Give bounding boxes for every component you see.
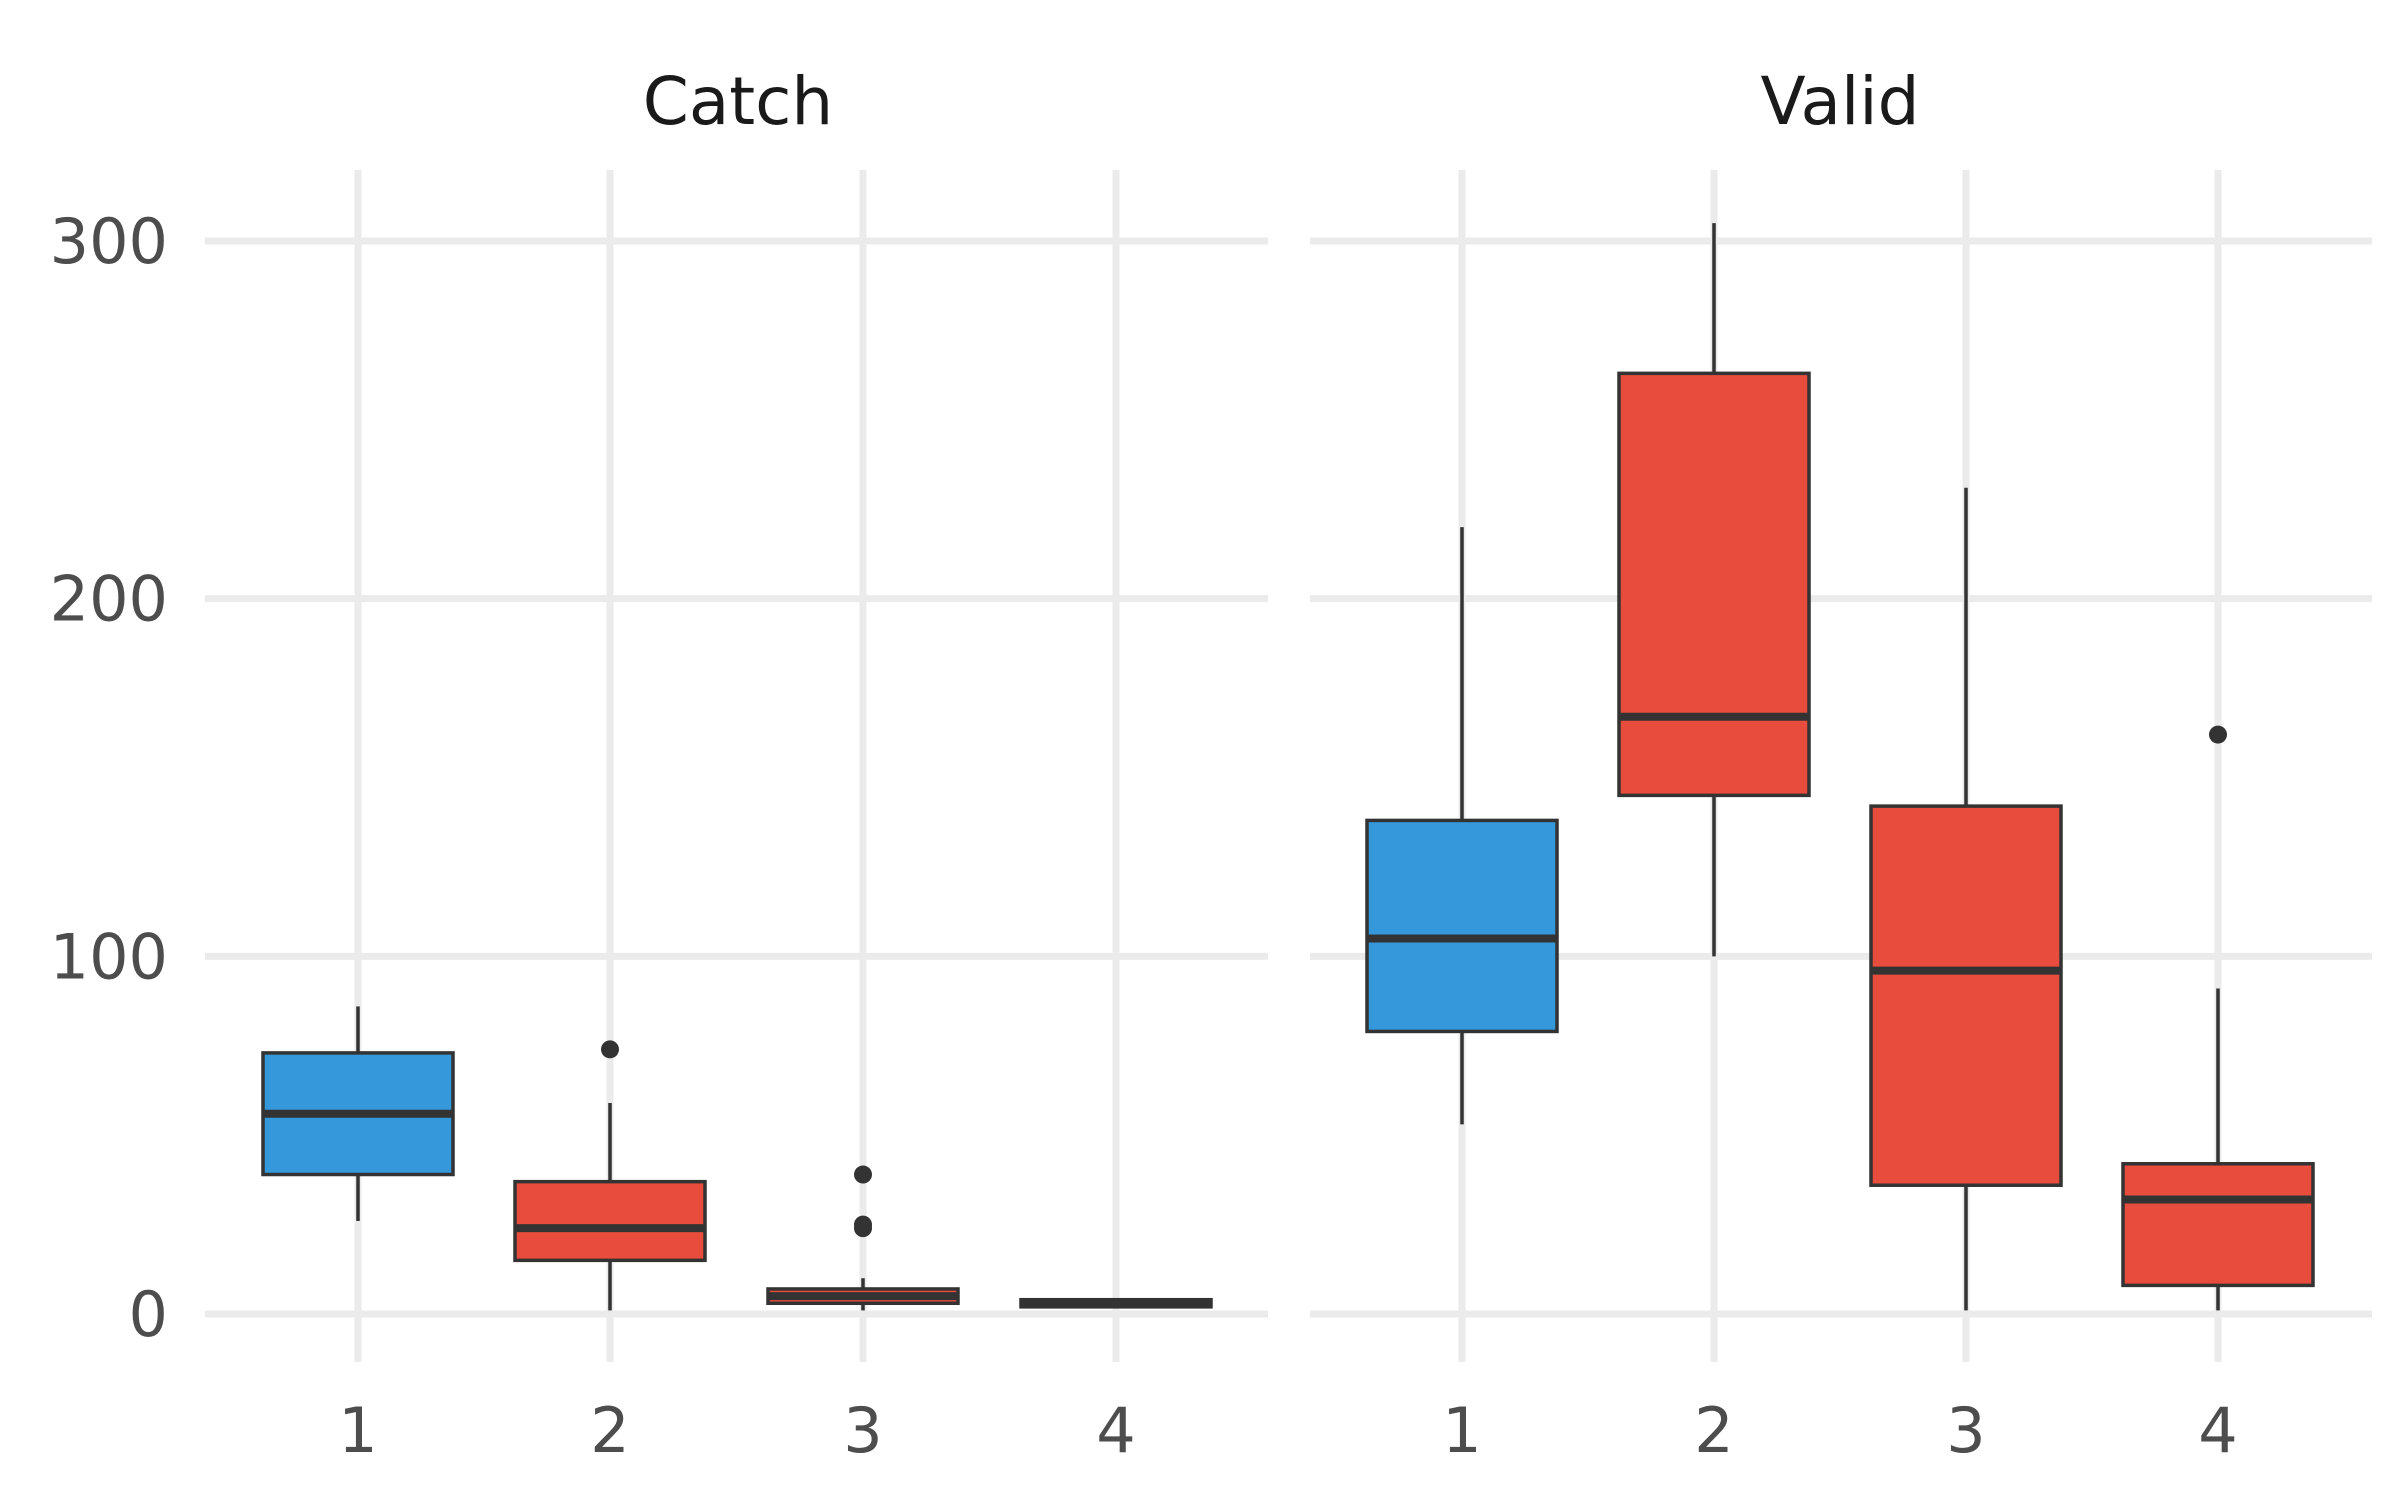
valid-box-1	[1365, 818, 1559, 1034]
catch-box-3-outlier-1	[854, 1215, 872, 1234]
valid-x-tick-2: 2	[1694, 1394, 1733, 1467]
catch-x-tick-1: 1	[338, 1394, 377, 1467]
catch-box-2-outlier-0	[601, 1040, 619, 1059]
panel-catch-title: Catch	[643, 63, 834, 140]
catch-x-tick-4: 4	[1096, 1394, 1135, 1467]
panel-catch-gridlines	[205, 170, 1268, 1362]
catch-box-3-outlier-2	[854, 1165, 872, 1184]
valid-x-tick-3: 3	[1946, 1394, 1985, 1467]
valid-box-3	[1869, 804, 2063, 1187]
y-tick-label-300: 300	[50, 205, 168, 278]
valid-x-tick-4: 4	[2198, 1394, 2237, 1467]
valid-box-4	[2121, 1162, 2315, 1288]
panel-catch: Catch 1 2 3 4	[205, 63, 1268, 1467]
panel-valid-x-tick-labels: 1 2 3 4	[1442, 1394, 2237, 1467]
y-tick-label-0: 0	[129, 1278, 168, 1351]
panel-valid-boxes	[1365, 223, 2315, 1311]
y-axis-labels: 0 100 200 300	[50, 205, 168, 1351]
valid-box-4-outlier-0	[2209, 725, 2227, 744]
catch-box-2	[513, 1179, 707, 1263]
y-tick-label-100: 100	[50, 920, 168, 993]
catch-x-tick-2: 2	[590, 1394, 629, 1467]
panel-catch-x-tick-labels: 1 2 3 4	[338, 1394, 1135, 1467]
catch-x-tick-3: 3	[843, 1394, 882, 1467]
panel-catch-boxes	[261, 1006, 1213, 1311]
valid-x-tick-1: 1	[1442, 1394, 1481, 1467]
panel-valid-title: Valid	[1760, 63, 1919, 140]
panel-valid: Valid 1 2 3 4	[1310, 63, 2372, 1467]
y-tick-label-200: 200	[50, 563, 168, 636]
valid-box-2	[1617, 371, 1811, 798]
